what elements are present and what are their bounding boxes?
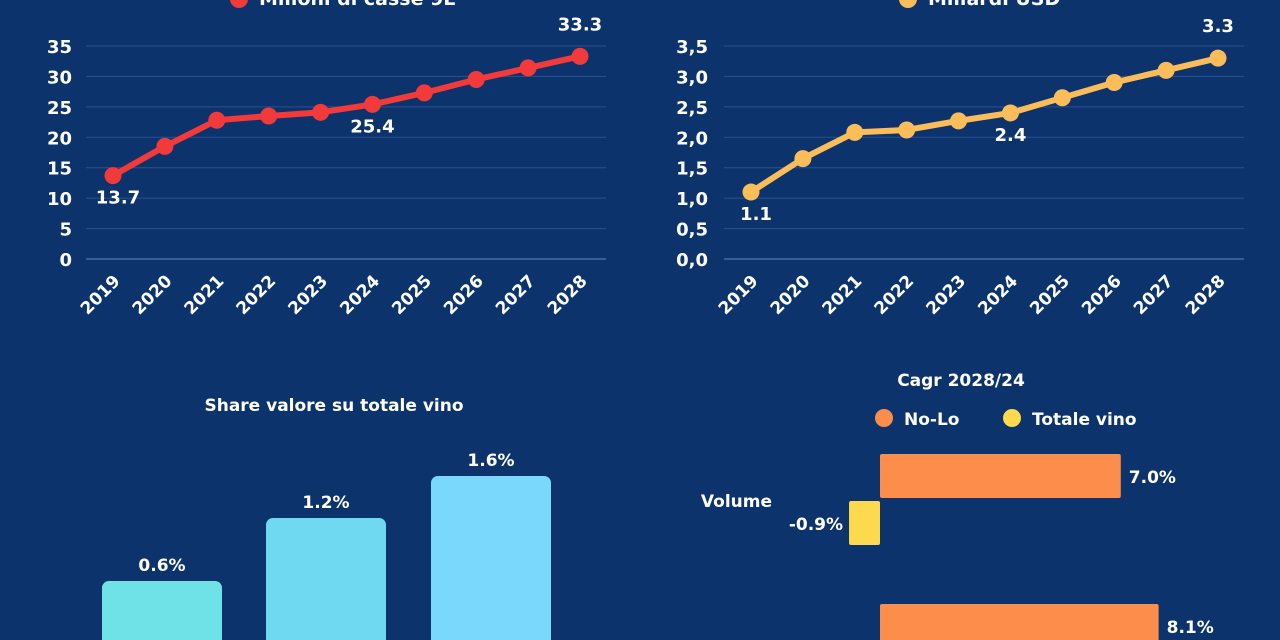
- x-tick-label: 2026: [1078, 271, 1126, 319]
- x-tick-label: 2026: [440, 271, 488, 319]
- x-tick-label: 2019: [77, 271, 125, 319]
- y-tick-label: 10: [47, 189, 72, 210]
- x-tick-label: 2021: [181, 271, 229, 319]
- bar: [880, 604, 1159, 640]
- x-tick-label: 2024: [974, 271, 1022, 319]
- y-tick-label: 0: [59, 250, 72, 271]
- data-point: [415, 84, 433, 102]
- y-tick-label: 3,5: [676, 37, 708, 58]
- x-tick-label: 2025: [1026, 271, 1074, 319]
- legend-label: No-Lo: [904, 410, 959, 430]
- y-tick-label: 25: [47, 98, 72, 119]
- y-tick-label: 5: [59, 220, 72, 241]
- x-tick-label: 2022: [233, 271, 281, 319]
- y-tick-label: 0,0: [676, 250, 708, 271]
- data-label: 2.4: [994, 125, 1026, 146]
- share-bar-chart: Share valore su totale vino 0.6% 1.2% 1.6%: [102, 396, 551, 640]
- series-line: [111, 53, 581, 179]
- legend-label: Miliardi USD: [928, 0, 1060, 10]
- y-tick-label: 0,5: [676, 220, 708, 241]
- data-point: [898, 121, 916, 139]
- data-label: 8.1%: [1167, 618, 1214, 638]
- series-line: [749, 55, 1219, 195]
- data-point: [519, 59, 537, 77]
- data-point: [1053, 89, 1071, 107]
- x-tick-label: 2028: [1182, 271, 1230, 319]
- data-point: [156, 137, 174, 155]
- y-tick-label: 3,0: [676, 67, 708, 88]
- bar: [431, 476, 551, 640]
- x-tick-label: 2028: [544, 271, 592, 319]
- x-tick-label: 2024: [336, 271, 384, 319]
- data-label: 1.1: [740, 204, 772, 225]
- data-point: [1105, 74, 1123, 92]
- data-point: [104, 167, 122, 185]
- data-label: 25.4: [350, 116, 394, 137]
- x-tick-label: 2019: [715, 271, 763, 319]
- legend-marker: [230, 0, 248, 8]
- bar: [266, 518, 386, 640]
- data-point: [950, 112, 968, 130]
- x-tick-label: 2021: [819, 271, 867, 319]
- legend-marker: [875, 409, 893, 427]
- volume-line-chart: Milioni di casse 9L051015202530352019202…: [47, 0, 606, 319]
- data-point: [846, 123, 864, 141]
- y-tick-label: 2,0: [676, 128, 708, 149]
- data-label: 1.6%: [467, 451, 514, 471]
- data-label: 0.6%: [138, 556, 185, 576]
- data-point: [1209, 49, 1227, 67]
- x-tick-label: 2027: [1130, 271, 1178, 319]
- y-tick-label: 1,0: [676, 189, 708, 210]
- data-label: 3.3: [1202, 16, 1234, 37]
- bar: [102, 581, 222, 640]
- data-point: [571, 47, 589, 65]
- bar: [880, 454, 1121, 498]
- x-tick-label: 2023: [284, 271, 332, 319]
- bar: [849, 501, 880, 545]
- value-line-chart: Miliardi USD 0,0 0,5 1,0 1,5 2,0 2,5 3,0 3,5 2019…: [676, 0, 1244, 319]
- data-point: [467, 70, 485, 88]
- x-tick-label: 2025: [388, 271, 436, 319]
- data-label: 33.3: [558, 14, 602, 35]
- x-tick-label: 2022: [871, 271, 919, 319]
- y-tick-label: 35: [47, 37, 72, 58]
- chart-title: Cagr 2028/24: [897, 371, 1025, 391]
- category-label: Volume: [701, 492, 772, 512]
- chart-title: Share valore su totale vino: [204, 396, 463, 416]
- data-point: [1157, 61, 1175, 79]
- legend-marker: [1003, 409, 1021, 427]
- x-tick-label: 2020: [767, 271, 815, 319]
- y-tick-label: 2,5: [676, 98, 708, 119]
- data-point: [260, 107, 278, 125]
- data-point: [208, 111, 226, 129]
- data-point: [363, 95, 381, 113]
- data-point: [794, 150, 812, 168]
- data-point: [312, 103, 330, 121]
- data-point: [1001, 104, 1019, 122]
- y-tick-label: 15: [47, 159, 72, 180]
- y-tick-label: 20: [47, 128, 72, 149]
- legend-label: Milioni di casse 9L: [259, 0, 455, 10]
- y-tick-label: 30: [47, 67, 72, 88]
- data-label: 13.7: [96, 188, 140, 209]
- data-label: 1.2%: [302, 493, 349, 513]
- x-tick-label: 2020: [129, 271, 177, 319]
- x-tick-label: 2027: [492, 271, 540, 319]
- y-tick-label: 1,5: [676, 159, 708, 180]
- data-point: [742, 183, 760, 201]
- data-label: 7.0%: [1129, 468, 1176, 488]
- x-tick-label: 2023: [922, 271, 970, 319]
- legend-marker: [899, 0, 917, 8]
- cagr-bar-chart: Cagr 2028/24 No-Lo Totale vino Volume 7.0% -0…: [701, 371, 1214, 640]
- legend-label: Totale vino: [1032, 410, 1137, 430]
- data-label: -0.9%: [789, 515, 843, 535]
